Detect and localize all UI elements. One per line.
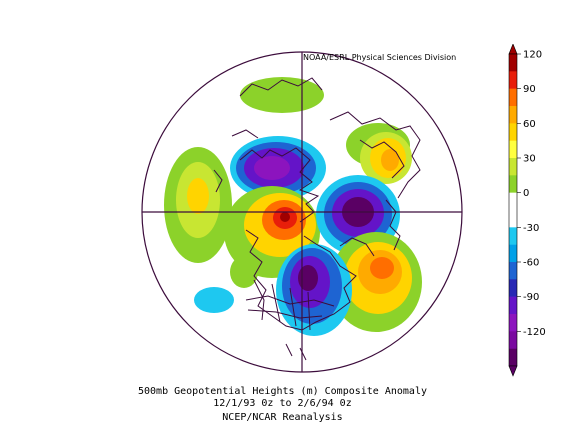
- colorbar-segment: [509, 106, 517, 124]
- colorbar-tick-label: 120: [523, 50, 542, 61]
- colorbar-segment: [509, 54, 517, 72]
- colorbar-top-arrow: [508, 44, 518, 55]
- colorbar-tick-label: 90: [523, 84, 536, 95]
- colorbar-segment: [509, 227, 517, 245]
- colorbar-segment: [509, 331, 517, 349]
- colorbar: 120 90 60 30 0 -30 -60 -90 -120: [508, 44, 546, 377]
- credit-text: NOAA/ESRL Physical Sciences Division: [303, 53, 457, 62]
- colorbar-tick-label: 30: [523, 154, 536, 165]
- caption-title: 500mb Geopotential Heights (m) Composite…: [138, 386, 427, 397]
- eastern-na-low-anomaly: [276, 244, 352, 336]
- pacific-blue-anomaly: [194, 287, 234, 313]
- colorbar-segment: [509, 123, 517, 141]
- caption-dates: 12/1/93 0z to 2/6/94 0z: [213, 398, 352, 409]
- caption-source: NCEP/NCAR Reanalysis: [222, 412, 343, 423]
- colorbar-segment: [509, 314, 517, 332]
- colorbar-segment: [509, 348, 517, 367]
- colorbar-tick-label: -90: [523, 292, 539, 303]
- colorbar-tick-label: -120: [523, 327, 546, 338]
- pacific-high-anomaly: [164, 147, 232, 263]
- colorbar-tick-label: 60: [523, 119, 536, 130]
- colorbar-tick-label: -60: [523, 258, 539, 269]
- colorbar-segment: [509, 158, 517, 176]
- colorbar-segment: [509, 140, 517, 159]
- colorbar-segment: [509, 262, 517, 280]
- atlantic-high-anomaly: [330, 232, 422, 332]
- anomaly-contours: [164, 77, 422, 361]
- colorbar-bottom-arrow: [508, 365, 518, 377]
- colorbar-tick-label: 0: [523, 188, 529, 199]
- colorbar-segment: [509, 71, 517, 89]
- colorbar-segment: [509, 192, 517, 211]
- colorbar-segment: [509, 279, 517, 297]
- colorbar-tick-label: -30: [523, 223, 539, 234]
- colorbar-segment: [509, 210, 517, 228]
- map-boundary: [141, 51, 463, 373]
- arctic-green-anomaly: [240, 77, 324, 113]
- colorbar-segment: [509, 296, 517, 315]
- colorbar-segment: [509, 175, 517, 193]
- colorbar-segment: [509, 244, 517, 263]
- colorbar-segment: [509, 88, 517, 107]
- us-green-anomaly: [230, 256, 258, 288]
- graticule: [142, 52, 462, 372]
